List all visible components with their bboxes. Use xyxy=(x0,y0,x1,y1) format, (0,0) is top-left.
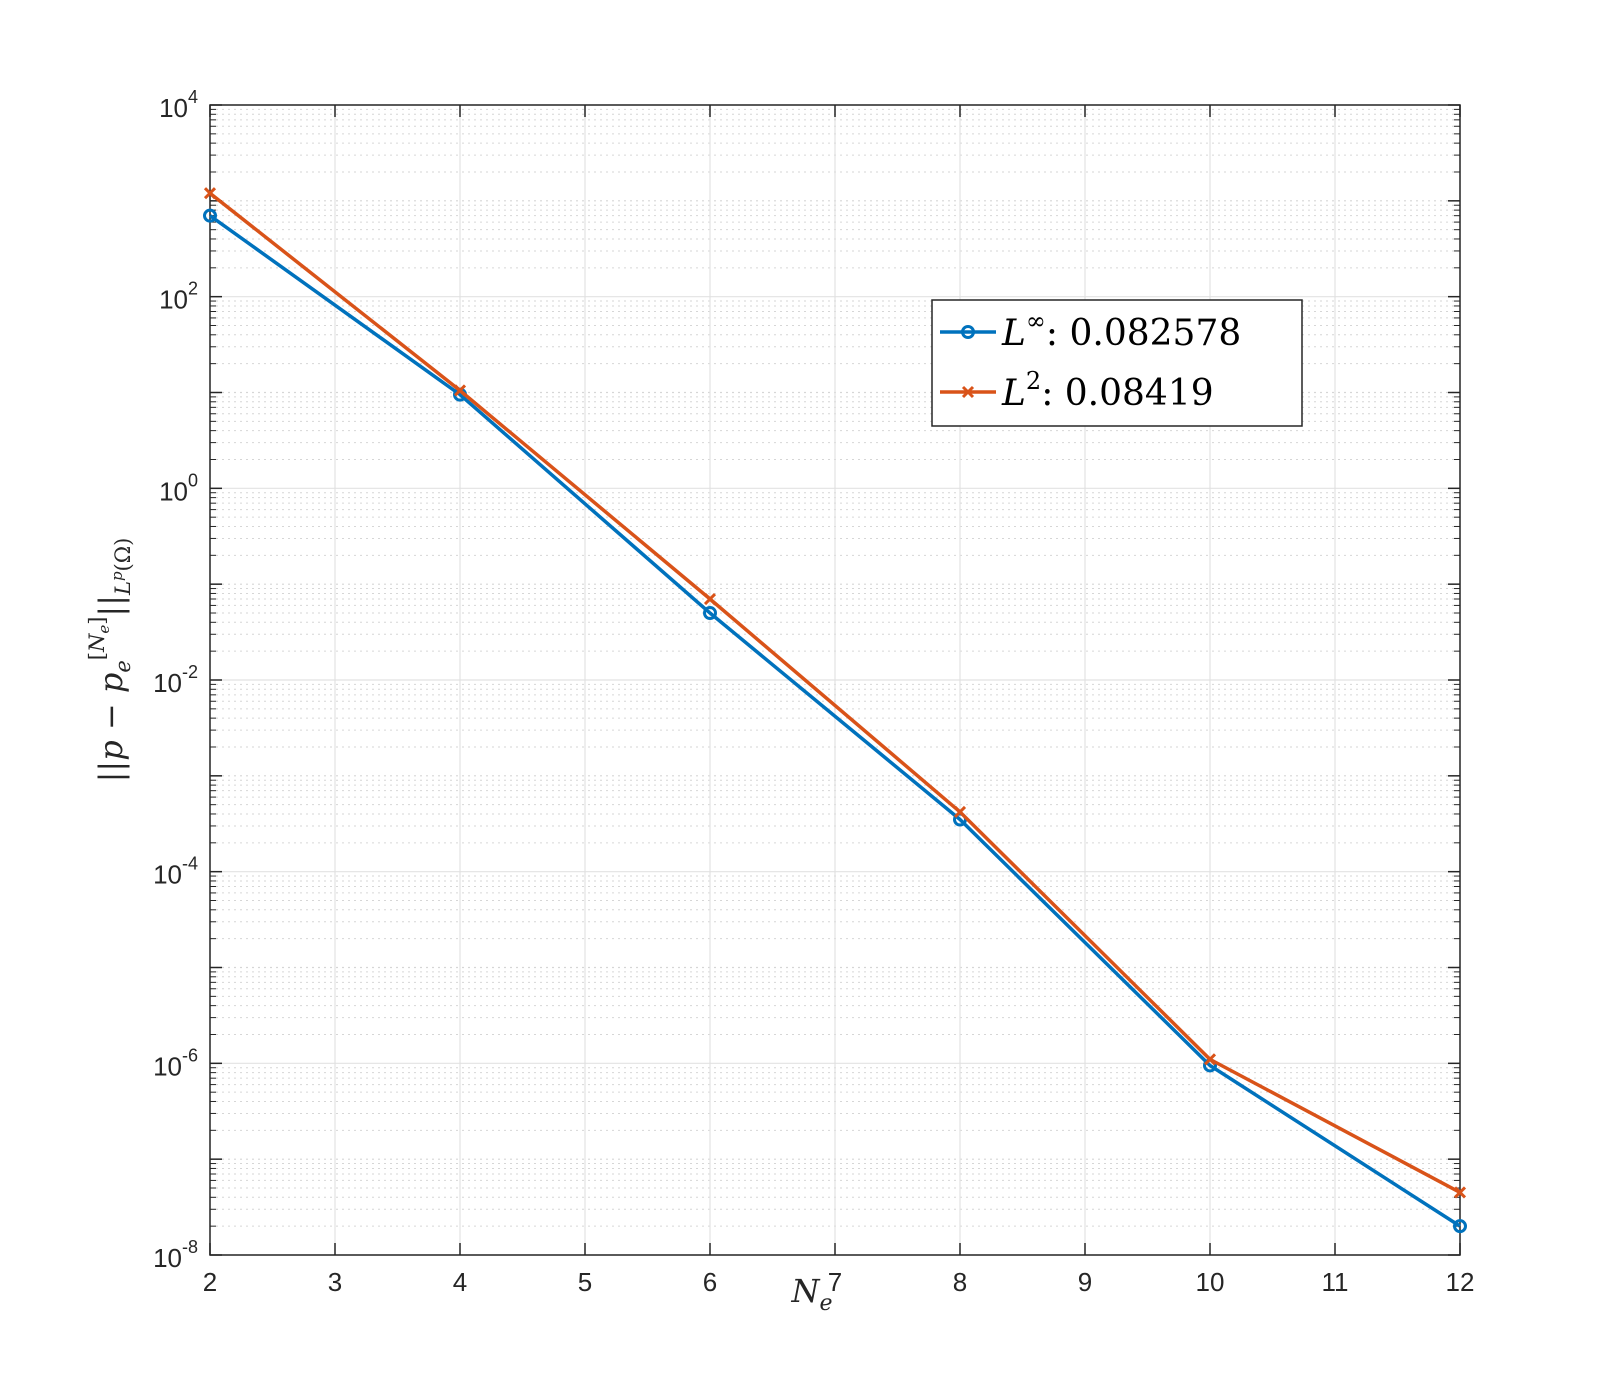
data-point-x xyxy=(203,187,217,200)
legend: L∞: 0.082578 L2: 0.08419 xyxy=(931,299,1303,427)
x-tick-label: 11 xyxy=(1322,1267,1349,1297)
legend-marker-circle xyxy=(961,325,975,339)
legend-entry-linf: L∞: 0.082578 xyxy=(940,307,1241,354)
x-tick-label: 8 xyxy=(953,1267,967,1297)
y-tick-label: 100 xyxy=(159,470,198,506)
svg-text:L∞: 0.082578: L∞: 0.082578 xyxy=(1001,307,1241,354)
y-tick-label: 10-2 xyxy=(153,662,198,698)
series-line xyxy=(208,191,1461,1194)
data-point-x xyxy=(953,805,967,818)
y-tick-label: 10-6 xyxy=(153,1045,198,1081)
x-tick-label: 12 xyxy=(1446,1267,1475,1297)
legend-l2-symbol: L xyxy=(1001,373,1026,414)
plot-area xyxy=(203,104,1467,1256)
x-tick-label: 5 xyxy=(578,1267,592,1297)
y-tick-label: 102 xyxy=(159,279,198,315)
data-point-circle xyxy=(203,208,217,223)
svg-text:L2: 0.08419: L2: 0.08419 xyxy=(1001,367,1214,414)
y-tick-labels: 104 102 100 10-2 10-4 10-6 10-8 xyxy=(153,87,198,1273)
data-point-x xyxy=(1453,1186,1467,1199)
series-l2 xyxy=(203,187,1467,1199)
legend-linf-symbol: L xyxy=(1001,313,1026,354)
tick-marks xyxy=(209,104,1461,1256)
series-group xyxy=(203,187,1467,1234)
x-tick-label: 7 xyxy=(828,1267,842,1297)
y-axis-label: ||p − pe[Ne]||Lp(Ω) xyxy=(85,538,135,783)
x-tick-label: 3 xyxy=(328,1267,342,1297)
legend-l2-value: : 0.08419 xyxy=(1041,373,1213,414)
data-point-x xyxy=(703,592,717,606)
x-tick-label: 9 xyxy=(1078,1267,1092,1297)
legend-box xyxy=(931,299,1303,427)
y-tick-label: 10-8 xyxy=(153,1237,198,1273)
x-tick-labels: 2 3 4 5 6 7 8 9 10 11 12 xyxy=(203,1267,1475,1297)
x-tick-label: 2 xyxy=(203,1267,217,1297)
y-tick-label: 10-4 xyxy=(153,854,198,890)
data-point-x xyxy=(453,384,467,397)
data-point-circle xyxy=(703,606,717,621)
legend-l2-sup: 2 xyxy=(1026,367,1041,395)
legend-linf-sup: ∞ xyxy=(1026,307,1046,335)
legend-entry-l2: L2: 0.08419 xyxy=(940,367,1214,414)
x-tick-label: 6 xyxy=(703,1267,717,1297)
x-tick-label: 10 xyxy=(1196,1267,1225,1297)
x-tick-label: 4 xyxy=(453,1267,467,1297)
data-point-x xyxy=(1203,1053,1217,1066)
series-line xyxy=(208,214,1461,1228)
legend-linf-value: : 0.082578 xyxy=(1046,313,1241,354)
data-point-circle xyxy=(1453,1219,1467,1234)
y-tick-label: 104 xyxy=(159,87,198,123)
legend-marker-x xyxy=(961,385,975,399)
svg-text:||p − pe[Ne]||Lp(Ω): ||p − pe[Ne]||Lp(Ω) xyxy=(85,538,135,783)
